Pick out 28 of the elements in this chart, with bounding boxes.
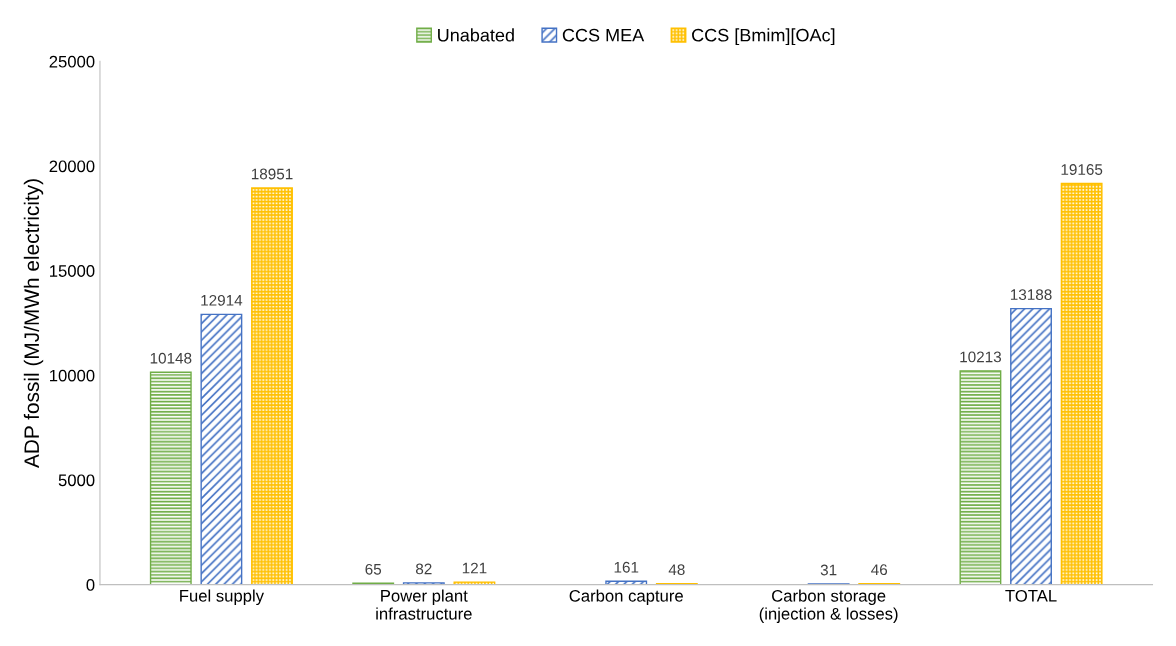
y-tick-label: 20000 (49, 160, 95, 173)
data-label: 10148 (150, 352, 192, 364)
legend-label: Unabated (438, 28, 514, 42)
data-label: 12914 (201, 294, 243, 306)
data-label: 48 (668, 564, 685, 576)
data-label: 46 (871, 564, 888, 576)
data-label: 161 (614, 561, 639, 573)
data-label: 10213 (960, 351, 1002, 363)
data-label: 19165 (1061, 164, 1103, 175)
x-tick-label: TOTAL (1005, 589, 1057, 602)
y-tick-label: 5000 (58, 474, 95, 487)
data-label: 13188 (1010, 289, 1052, 301)
y-tick-label: 0 (86, 579, 95, 591)
y-tick-label: 10000 (50, 369, 95, 382)
x-tick-label: Carbon capture (569, 589, 683, 606)
y-tick-label: 25000 (49, 55, 95, 68)
legend-label: CCS [Bmim][OAc] (692, 28, 835, 46)
x-tick-label: Power plant infrastructure (376, 589, 472, 620)
y-axis-title: ADP fossil (MJ/MWh electricity) (23, 179, 44, 469)
y-tick-label: 15000 (50, 265, 95, 277)
data-label: 31 (820, 564, 837, 576)
data-label: 18951 (251, 168, 293, 180)
data-label: 82 (415, 563, 432, 575)
x-tick-label: Fuel supply (180, 589, 264, 606)
x-tick-label: Carbon storage (injection & losses) (759, 589, 898, 623)
legend-label: CCS MEA (562, 28, 645, 42)
data-label: 65 (365, 563, 382, 575)
data-label: 121 (462, 562, 487, 574)
